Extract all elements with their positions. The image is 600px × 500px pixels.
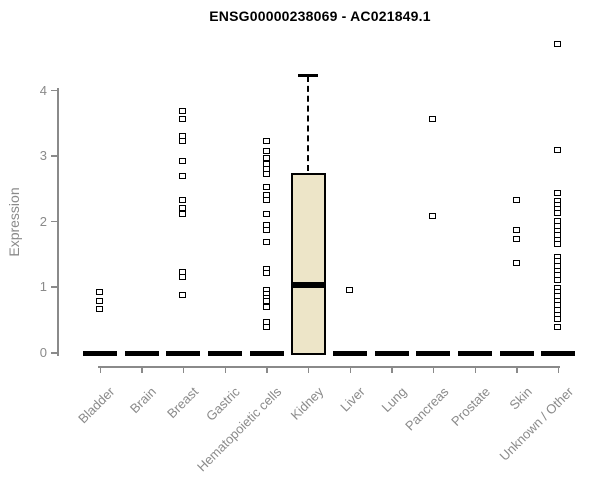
outlier-point xyxy=(262,303,270,310)
outlier-point xyxy=(262,197,270,204)
outlier-point xyxy=(554,209,562,216)
outlier-point xyxy=(179,116,187,123)
y-axis-tick xyxy=(51,220,57,223)
y-axis-tick xyxy=(51,155,57,157)
x-axis-tick xyxy=(432,366,435,373)
zero-dash xyxy=(124,351,159,356)
x-tick-label: Skin xyxy=(505,384,535,413)
outlier-point xyxy=(179,137,187,144)
outlier-point xyxy=(429,212,437,219)
y-tick-label: 3 xyxy=(39,148,47,164)
outlier-point xyxy=(512,235,520,242)
y-tick-label: 1 xyxy=(39,279,47,295)
x-tick-label: Bladder xyxy=(75,384,118,427)
y-tick-label: 2 xyxy=(39,213,47,229)
x-axis-line xyxy=(98,366,561,368)
x-tick-label: Gastric xyxy=(202,384,243,424)
outlier-point xyxy=(262,170,270,177)
median-bar xyxy=(290,281,326,288)
zero-dash xyxy=(458,351,493,356)
outlier-point xyxy=(179,204,187,211)
y-axis-tick xyxy=(51,89,57,92)
x-axis-tick xyxy=(99,366,101,373)
outlier-point xyxy=(512,260,520,267)
chart-title: ENSG00000238069 - AC021849.1 xyxy=(209,8,431,24)
outlier-point xyxy=(179,172,187,179)
outlier-point xyxy=(262,226,270,233)
zero-dash xyxy=(541,351,576,356)
x-axis-tick xyxy=(307,366,310,373)
zero-dash xyxy=(374,351,409,356)
outlier-point xyxy=(262,270,270,277)
outlier-point xyxy=(96,298,103,305)
x-tick-label: Pancreas xyxy=(401,384,452,434)
x-axis-tick xyxy=(141,366,143,373)
zero-dash xyxy=(166,351,201,356)
outlier-point xyxy=(96,306,103,313)
outlier-point xyxy=(179,273,187,280)
outlier-point xyxy=(512,226,520,233)
zero-dash xyxy=(208,351,243,356)
outlier-point xyxy=(346,286,354,293)
box xyxy=(290,173,326,355)
outlier-point xyxy=(554,276,562,283)
x-tick-label: Prostate xyxy=(447,384,493,429)
y-tick-label: 4 xyxy=(39,82,47,98)
outlier-point xyxy=(512,196,520,203)
outlier-point xyxy=(179,211,187,218)
outlier-point xyxy=(554,316,562,323)
outlier-point xyxy=(179,158,187,165)
x-tick-label: Liver xyxy=(337,384,368,415)
zero-dash xyxy=(499,351,534,356)
outlier-point xyxy=(554,40,562,47)
zero-dash xyxy=(333,351,368,356)
upper-whisker xyxy=(307,75,310,172)
outlier-point xyxy=(179,291,187,298)
outlier-point xyxy=(179,197,187,204)
outlier-point xyxy=(554,241,562,248)
x-axis-tick xyxy=(516,366,518,373)
outlier-point xyxy=(262,324,270,331)
outlier-point xyxy=(96,288,103,295)
zero-dash xyxy=(249,351,284,356)
whisker-cap xyxy=(298,74,319,78)
outlier-point xyxy=(554,146,562,153)
x-tick-label: Breast xyxy=(163,384,201,422)
x-tick-label: Brain xyxy=(127,384,160,417)
outlier-point xyxy=(262,137,270,144)
y-axis-line xyxy=(57,88,59,356)
x-axis-tick xyxy=(224,366,227,373)
x-axis-tick xyxy=(391,366,393,373)
x-tick-label: Kidney xyxy=(287,384,327,423)
x-tick-label: Unknown / Other xyxy=(496,384,577,464)
outlier-point xyxy=(179,108,187,115)
x-axis-tick xyxy=(557,366,560,373)
outlier-point xyxy=(429,116,437,123)
y-tick-label: 0 xyxy=(39,345,47,360)
zero-dash xyxy=(416,351,451,356)
outlier-point xyxy=(262,184,270,191)
outlier-point xyxy=(262,147,270,154)
x-axis-tick xyxy=(266,366,268,373)
outlier-point xyxy=(262,210,270,217)
x-tick-label: Lung xyxy=(378,384,410,416)
y-axis-tick xyxy=(51,286,57,288)
y-axis-tick xyxy=(51,352,57,354)
outlier-point xyxy=(554,324,562,331)
zero-dash xyxy=(83,351,117,356)
x-axis-tick xyxy=(182,366,185,373)
outlier-point xyxy=(262,238,270,245)
x-axis-tick xyxy=(474,366,477,373)
outlier-point xyxy=(554,190,562,197)
x-axis-tick xyxy=(349,366,352,373)
